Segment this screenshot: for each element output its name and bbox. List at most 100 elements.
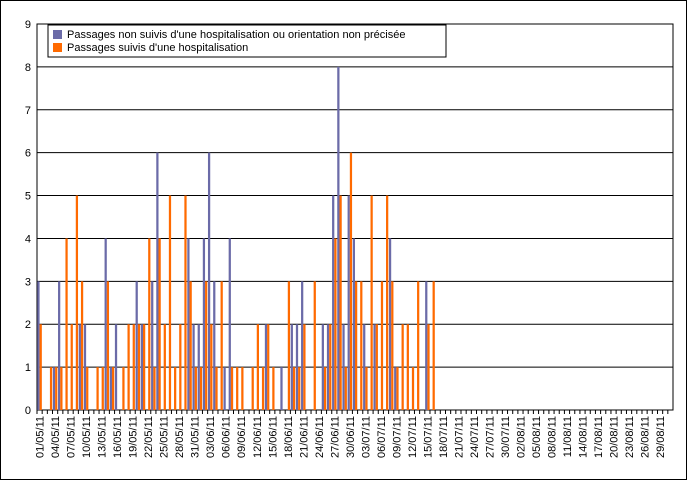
bar: [60, 367, 63, 410]
bar: [261, 367, 265, 410]
bar: [199, 367, 203, 410]
y-tick-label: 0: [25, 405, 31, 417]
bar: [58, 281, 61, 410]
bar: [109, 367, 112, 410]
legend: Passages non suivis d'une hospitalisatio…: [47, 24, 447, 58]
bar: [303, 324, 306, 410]
x-tick-label: 18/06/11: [283, 416, 295, 458]
x-tick-label: 13/05/11: [97, 416, 109, 458]
bar: [290, 324, 293, 410]
bar: [425, 281, 428, 410]
bar: [49, 367, 53, 410]
bar: [143, 324, 146, 410]
x-tick-label: 10/05/11: [81, 416, 93, 458]
x-tick-label: 29/08/11: [655, 416, 667, 458]
bar: [65, 238, 68, 410]
bar: [101, 367, 104, 410]
bar: [184, 195, 187, 410]
bar: [365, 367, 368, 410]
bar: [432, 281, 435, 410]
bar: [168, 195, 172, 410]
bar: [228, 238, 231, 410]
bar: [326, 324, 330, 410]
x-tick-label: 16/05/11: [112, 416, 124, 458]
bar: [427, 324, 430, 410]
x-tick-label: 05/08/11: [531, 416, 543, 458]
bar: [349, 152, 353, 410]
bar: [323, 367, 327, 410]
bar: [52, 367, 56, 410]
x-tick-label: 15/06/11: [267, 416, 279, 458]
x-tick-label: 30/06/11: [345, 416, 357, 458]
x-tick-label: 11/08/11: [562, 416, 574, 457]
bar: [344, 367, 347, 410]
x-tick-label: 17/08/11: [593, 416, 605, 458]
x-tick-label: 09/06/11: [236, 416, 248, 458]
x-tick-label: 27/06/11: [329, 416, 341, 458]
legend-swatch: [53, 43, 62, 52]
bar: [83, 324, 87, 410]
bar: [220, 281, 223, 410]
x-tick-label: 18/07/11: [438, 416, 450, 458]
bar: [334, 238, 337, 410]
bar: [158, 238, 161, 410]
bar: [355, 281, 358, 410]
y-tick-label: 5: [25, 191, 31, 203]
x-tick-label: 24/06/11: [314, 416, 326, 458]
bar: [189, 281, 192, 410]
x-tick-label: 27/07/11: [484, 416, 496, 458]
bar: [321, 324, 324, 410]
bar: [267, 324, 270, 410]
y-tick-label: 1: [25, 362, 31, 374]
bar: [337, 66, 340, 410]
bar: [151, 281, 154, 410]
bar: [75, 195, 79, 410]
x-tick-label: 01/05/11: [35, 416, 47, 458]
y-tick-label: 2: [25, 319, 31, 331]
x-tick-label: 03/07/11: [360, 416, 372, 458]
x-tick-label: 28/05/11: [174, 416, 186, 458]
bar: [70, 324, 73, 410]
bar: [174, 367, 177, 410]
bar: [332, 195, 335, 410]
y-tick-label: 3: [25, 276, 31, 288]
bar: [96, 367, 99, 410]
x-tick-label: 15/07/11: [422, 416, 434, 458]
bar: [197, 324, 200, 410]
x-tick-label: 14/08/11: [578, 416, 590, 458]
bar: [156, 152, 159, 410]
x-tick-label: 03/06/11: [205, 416, 217, 458]
x-tick-label: 06/07/11: [376, 416, 388, 458]
bar: [132, 324, 135, 410]
x-tick-label: 08/08/11: [546, 416, 558, 458]
bar: [215, 367, 218, 410]
bar: [386, 195, 389, 410]
bar: [106, 281, 110, 410]
legend-label: Passages suivis d'une hospitalisation: [67, 42, 248, 54]
bar: [207, 152, 211, 410]
y-tick-label: 6: [25, 148, 31, 160]
bar: [153, 367, 156, 410]
bar: [114, 324, 118, 410]
bar: [223, 367, 226, 410]
legend-label: Passages non suivis d'une hospitalisatio…: [67, 29, 405, 41]
bar: [347, 195, 350, 410]
bar: [140, 324, 143, 410]
bar: [360, 281, 363, 410]
bar: [313, 281, 316, 410]
x-tick-label: 21/07/11: [453, 416, 465, 458]
x-tick-label: 30/07/11: [500, 416, 512, 458]
bar: [127, 324, 130, 410]
x-tick-label: 21/06/11: [298, 416, 310, 458]
bar: [194, 367, 197, 410]
bar: [163, 324, 166, 410]
bar: [135, 281, 138, 410]
bar: [295, 324, 299, 410]
x-tick-label: 19/05/11: [128, 416, 140, 458]
bar: [187, 238, 190, 410]
bar: [104, 238, 107, 410]
bar: [205, 281, 208, 410]
bar: [192, 324, 195, 410]
bar: [391, 281, 394, 410]
